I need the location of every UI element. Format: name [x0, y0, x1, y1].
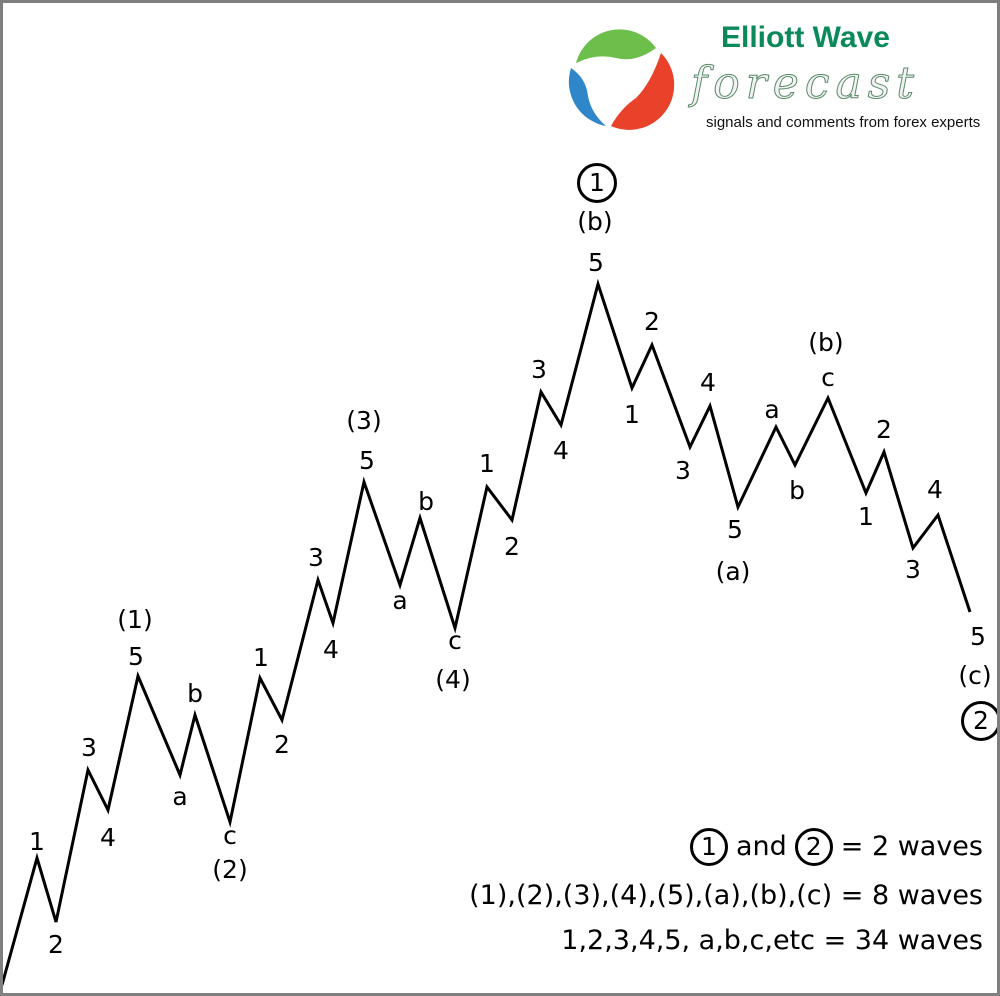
wave-label: (4) [435, 665, 471, 694]
circled-label: 1 [589, 168, 605, 197]
wave-label: 4 [323, 635, 339, 664]
wave-label: (a) [715, 557, 751, 586]
circled-label: 2 [973, 706, 989, 735]
wave-label: 1 [253, 643, 269, 672]
logo-tagline: signals and comments from forex experts [706, 114, 981, 131]
wave-label: 2 [876, 415, 892, 444]
wave-label: 2 [274, 730, 290, 759]
wave-label: 2 [504, 532, 520, 561]
wave-label: (3) [346, 406, 382, 435]
wave-label: (b) [577, 207, 613, 236]
legend-and: and [735, 831, 787, 862]
wave-label: 5 [970, 622, 986, 651]
wave-label: (b) [808, 328, 844, 357]
wave-label: 5 [128, 642, 144, 671]
wave-label: (1) [117, 605, 153, 634]
wave-label: 3 [675, 456, 691, 485]
wave-label: 2 [48, 930, 64, 959]
wave-label: 4 [100, 823, 116, 852]
wave-label: 4 [553, 436, 569, 465]
wave-label: a [392, 586, 408, 615]
wave-label: c [223, 821, 237, 850]
logo-script: forecast [691, 58, 920, 109]
wave-label: 4 [927, 475, 943, 504]
circled-label: 2 [805, 832, 822, 861]
wave-label: 3 [308, 543, 324, 572]
elliott-wave-forecast-logo: Elliott Wave forecast signals and commen… [556, 13, 996, 143]
wave-label: 1 [858, 502, 874, 531]
legend-line-1: 1 and 2 = 2 waves [689, 828, 983, 866]
legend-circle-2: 2 [794, 828, 833, 866]
legend-line-2: (1),(2),(3),(4),(5),(a),(b),(c) = 8 wave… [469, 880, 983, 911]
wave-label: 1 [29, 827, 45, 856]
wave-label: b [418, 487, 434, 516]
wave-label: b [789, 476, 805, 505]
legend-two-waves: = 2 waves [840, 831, 983, 862]
circled-wave-2: 2 [961, 701, 997, 741]
wave-label: 5 [588, 248, 604, 277]
legend-line-3: 1,2,3,4,5, a,b,c,etc = 34 waves [561, 925, 983, 956]
wave-label: 3 [81, 733, 97, 762]
wave-label: 5 [727, 515, 743, 544]
legend-circle-1: 1 [689, 828, 728, 866]
wave-label: 3 [531, 355, 547, 384]
wave-label: a [172, 782, 188, 811]
wave-label: b [187, 679, 203, 708]
wave-label: 5 [359, 446, 375, 475]
wave-label: 3 [905, 555, 921, 584]
wave-label: c [821, 363, 835, 392]
wave-label: 4 [700, 368, 716, 397]
wave-label: (2) [212, 855, 248, 884]
wave-label: a [764, 395, 780, 424]
logo-title: Elliott Wave [721, 21, 890, 54]
wave-label: (c) [958, 661, 992, 690]
wave-path [3, 278, 972, 986]
swirl-logo-icon [568, 29, 675, 130]
wave-label: 2 [644, 307, 660, 336]
wave-label: 1 [624, 400, 640, 429]
wave-label: 1 [479, 449, 495, 478]
wave-label: c [448, 626, 462, 655]
circled-label: 1 [700, 832, 717, 861]
circled-wave-1: 1 [577, 163, 617, 203]
